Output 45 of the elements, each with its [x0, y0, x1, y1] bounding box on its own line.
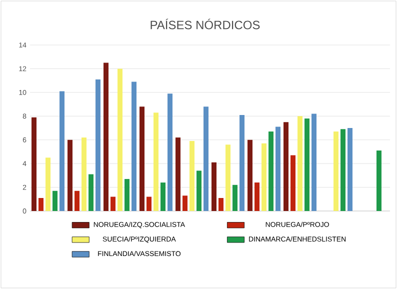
bar: [248, 140, 252, 211]
bar: [275, 126, 280, 211]
bar: [168, 94, 173, 211]
bar: [176, 137, 180, 211]
bar: [74, 190, 80, 211]
bar: [182, 196, 188, 211]
bar: [190, 141, 195, 211]
bar: [376, 150, 382, 211]
bar: [82, 137, 87, 211]
bar: [124, 178, 130, 211]
bar: [38, 198, 44, 211]
chart-title: PAÍSES NÓRDICOS: [150, 18, 260, 30]
bar: [160, 182, 166, 211]
bar: [240, 114, 244, 211]
bar: [132, 82, 137, 211]
bar: [304, 118, 310, 211]
bar: [32, 117, 37, 211]
bar: [212, 162, 216, 211]
bar: [347, 128, 352, 211]
bar: [340, 129, 346, 211]
bar: [290, 155, 296, 211]
bar: [254, 182, 260, 211]
bar: [88, 174, 94, 211]
bar: [68, 140, 73, 211]
bar: [196, 170, 202, 211]
bar: [110, 196, 116, 211]
bar: [226, 144, 230, 211]
bar: [46, 158, 51, 211]
bar: [232, 184, 238, 211]
bar: [284, 122, 288, 211]
bar: [311, 114, 316, 211]
bar: [118, 68, 123, 211]
bar: [140, 106, 144, 211]
bar: [96, 79, 101, 211]
bar: [146, 196, 152, 211]
bar: [104, 62, 109, 211]
bar: [297, 116, 302, 211]
bar: [333, 132, 338, 211]
bar: [262, 143, 266, 211]
bar: [268, 132, 274, 211]
bar: [204, 106, 208, 211]
bar: [218, 198, 224, 211]
bar: [154, 112, 159, 211]
bar: [60, 91, 65, 211]
bar: [52, 190, 58, 211]
